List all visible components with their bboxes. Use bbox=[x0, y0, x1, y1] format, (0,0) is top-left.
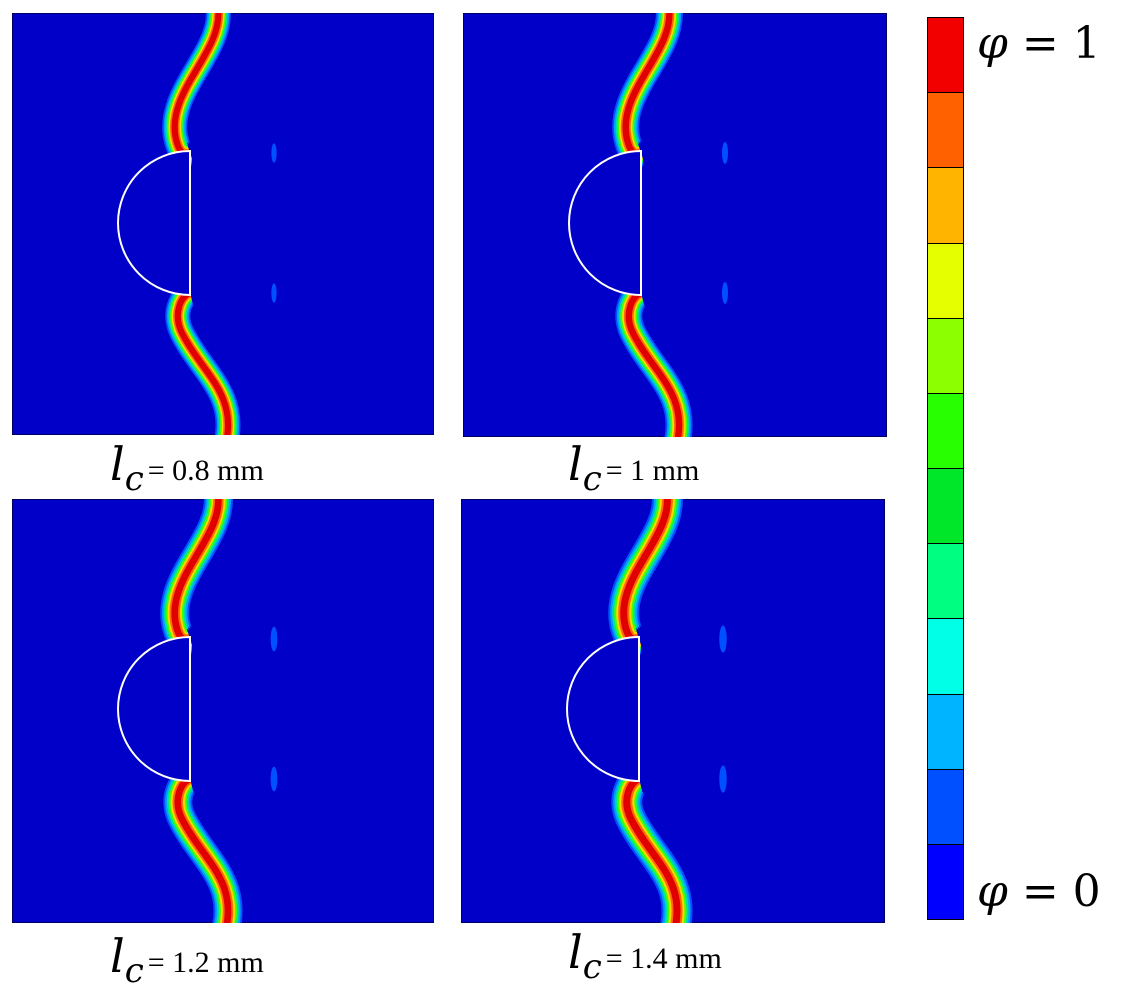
caption-symbol: l bbox=[568, 925, 583, 979]
colorbar-segment bbox=[928, 243, 963, 319]
contour-panel-lc-0.8 bbox=[12, 13, 434, 435]
colorbar-segment bbox=[928, 694, 963, 770]
hole-boundary bbox=[568, 149, 642, 297]
colorbar-segment bbox=[928, 168, 963, 244]
colorbar-segment bbox=[928, 18, 963, 94]
field-background bbox=[461, 499, 885, 923]
colorbar-bottom-value: = 0 bbox=[1021, 866, 1101, 917]
damage-spot bbox=[271, 283, 277, 303]
lower-crack-band bbox=[623, 775, 681, 923]
contour-panel-lc-1.4 bbox=[461, 499, 885, 923]
colorbar bbox=[927, 17, 964, 920]
panel-caption: lc = 1.4 mm bbox=[568, 925, 722, 987]
colorbar-segment bbox=[928, 393, 963, 470]
caption-symbol: l bbox=[110, 437, 125, 491]
colorbar-bottom-symbol: φ bbox=[977, 866, 1008, 917]
damage-spot bbox=[719, 625, 727, 653]
hole-interior bbox=[643, 155, 649, 291]
hole-interior bbox=[192, 155, 198, 291]
panel-caption: lc = 1 mm bbox=[568, 437, 700, 499]
hole-interior bbox=[192, 641, 198, 777]
caption-value: = 1 mm bbox=[605, 454, 700, 487]
hole-boundary bbox=[117, 635, 191, 783]
damage-spot bbox=[270, 766, 278, 792]
colorbar-top-label: φ = 1 bbox=[977, 18, 1101, 69]
caption-symbol: l bbox=[110, 929, 125, 983]
colorbar-segment bbox=[928, 318, 963, 394]
lower-crack-band bbox=[625, 289, 683, 437]
colorbar-segment bbox=[928, 619, 963, 695]
caption-value: = 1.2 mm bbox=[147, 946, 264, 979]
caption-subscript: c bbox=[582, 947, 602, 987]
panel-caption: lc = 0.8 mm bbox=[110, 437, 264, 499]
caption-subscript: c bbox=[582, 459, 602, 499]
damage-spot bbox=[271, 143, 277, 163]
phase-field-plot bbox=[12, 13, 434, 435]
hole-interior bbox=[641, 641, 647, 777]
phase-field-plot bbox=[463, 13, 887, 437]
colorbar-segment bbox=[928, 544, 963, 620]
colorbar-top-symbol: φ bbox=[977, 18, 1008, 69]
colorbar-top-value: = 1 bbox=[1021, 18, 1101, 69]
hole-boundary bbox=[566, 635, 640, 783]
lower-crack-band bbox=[174, 290, 232, 435]
colorbar-segment bbox=[928, 469, 963, 545]
lower-crack-band bbox=[174, 775, 232, 923]
caption-value: = 1.4 mm bbox=[605, 942, 722, 975]
damage-spot bbox=[719, 765, 727, 793]
field-background bbox=[12, 499, 434, 923]
caption-value: = 0.8 mm bbox=[147, 454, 264, 487]
colorbar-segment bbox=[928, 769, 963, 845]
phase-field-plot bbox=[461, 499, 885, 923]
colorbar-segment bbox=[928, 93, 963, 169]
damage-spot bbox=[270, 626, 278, 652]
panel-caption: lc = 1.2 mm bbox=[110, 929, 264, 991]
field-background bbox=[463, 13, 887, 437]
caption-subscript: c bbox=[124, 951, 144, 991]
hole-boundary bbox=[117, 149, 191, 297]
colorbar-segment bbox=[928, 844, 963, 920]
damage-spot bbox=[722, 142, 728, 164]
damage-spot bbox=[722, 282, 728, 304]
caption-symbol: l bbox=[568, 437, 583, 491]
phase-field-plot bbox=[12, 499, 434, 923]
field-background bbox=[12, 13, 434, 435]
caption-subscript: c bbox=[124, 459, 144, 499]
colorbar-bottom-label: φ = 0 bbox=[977, 866, 1101, 917]
contour-panel-lc-1 bbox=[463, 13, 887, 437]
contour-panel-lc-1.2 bbox=[12, 499, 434, 923]
